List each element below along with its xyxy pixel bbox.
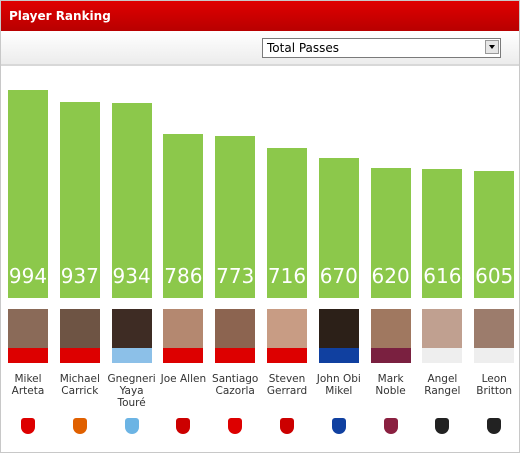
- toolbar: Total Passes: [1, 31, 519, 66]
- value-label: 670: [319, 264, 358, 288]
- player-name: Leon Britton: [476, 373, 513, 397]
- bar: [318, 157, 359, 298]
- player-photo: [59, 303, 100, 363]
- club-badge: [176, 418, 191, 434]
- bar: [163, 133, 204, 298]
- dropdown-arrow[interactable]: [485, 40, 499, 54]
- club-badge: [383, 418, 398, 434]
- club-badge: [280, 418, 294, 434]
- bar: [59, 101, 100, 298]
- player-name: Angel Rangel: [424, 373, 461, 397]
- club-badge: [487, 418, 502, 434]
- value-label: 620: [371, 264, 410, 288]
- player-photo: [163, 303, 204, 363]
- player-photo: [267, 303, 307, 363]
- metric-dropdown[interactable]: Total Passes: [262, 38, 501, 58]
- player-name: Mark Noble: [375, 373, 406, 397]
- bar: [8, 90, 48, 298]
- value-label: 616: [423, 264, 462, 288]
- club-badge: [124, 418, 139, 434]
- value-label: 934: [112, 264, 151, 288]
- bar: [474, 171, 515, 298]
- value-label: 605: [475, 264, 514, 288]
- player-photo: [8, 303, 48, 363]
- player-name: Santiago Cazorla: [212, 373, 259, 397]
- player-photo: [474, 303, 515, 363]
- bar: [267, 148, 307, 298]
- player-photo: [318, 303, 359, 363]
- club-badge: [21, 418, 35, 434]
- header-title: Player Ranking: [9, 9, 111, 23]
- bar: [370, 168, 411, 298]
- value-label: 786: [164, 264, 203, 288]
- value-label: 994: [8, 264, 48, 288]
- player-name: Steven Gerrard: [266, 373, 308, 397]
- player-name: Gnegneri Yaya Touré: [107, 373, 156, 409]
- value-label: 716: [267, 264, 307, 288]
- player-photo: [111, 303, 152, 363]
- club-badge: [72, 418, 87, 434]
- player-photo: [215, 303, 256, 363]
- dropdown-value: Total Passes: [267, 41, 340, 55]
- player-name: Joe Allen: [160, 373, 207, 385]
- value-label: 773: [216, 264, 255, 288]
- header: Player Ranking: [1, 1, 519, 31]
- bar: [422, 169, 463, 298]
- player-name: Michael Carrick: [59, 373, 100, 397]
- club-badge: [228, 418, 243, 434]
- bar: [215, 136, 256, 298]
- bar: [111, 102, 152, 298]
- player-name: John Obi Mikel: [316, 373, 361, 397]
- player-photo: [422, 303, 463, 363]
- player-name: Mikel Arteta: [11, 373, 45, 397]
- value-label: 937: [60, 264, 99, 288]
- club-badge: [435, 418, 450, 434]
- club-badge: [331, 418, 346, 434]
- player-photo: [370, 303, 411, 363]
